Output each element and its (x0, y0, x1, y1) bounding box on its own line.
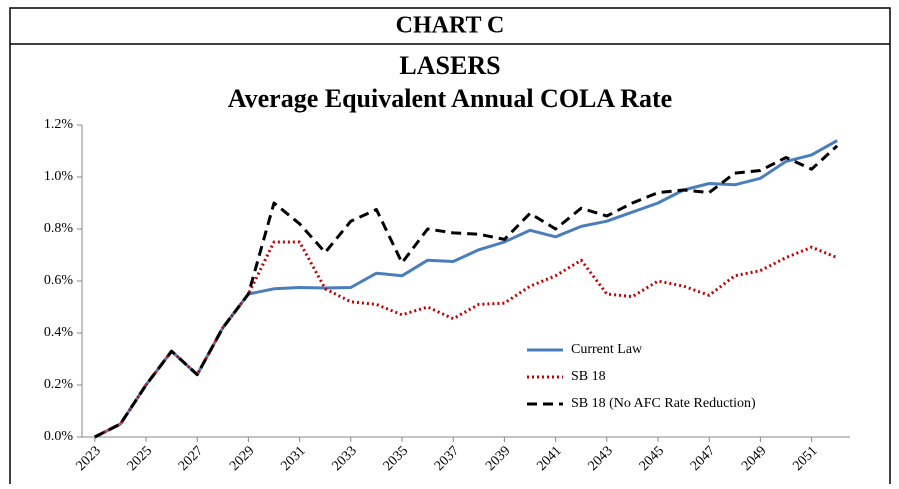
x-tick-label: 2039 (483, 443, 513, 473)
y-tick-label: 1.2% (44, 117, 74, 132)
x-tick-label: 2023 (73, 443, 103, 473)
x-tick-label: 2041 (534, 443, 564, 473)
y-tick-label: 0.4% (44, 325, 74, 340)
x-tick-label: 2033 (329, 443, 359, 473)
y-tick-label: 1.0% (44, 169, 74, 184)
x-tick-label: 2051 (790, 443, 820, 473)
y-tick-label: 0.0% (44, 429, 74, 444)
x-tick-label: 2043 (585, 443, 615, 473)
chart-subtitle: Average Equivalent Annual COLA Rate (228, 84, 672, 113)
legend-label: SB 18 (571, 369, 606, 384)
x-tick-label: 2035 (381, 443, 411, 473)
y-tick-label: 0.2% (44, 377, 74, 392)
series-line (94, 139, 838, 439)
legend-label: SB 18 (No AFC Rate Reduction) (571, 396, 756, 411)
legend-label: Current Law (571, 342, 643, 357)
header-title: CHART C (396, 13, 505, 39)
chart-title: LASERS (399, 51, 500, 80)
x-tick-label: 2025 (125, 443, 155, 473)
x-tick-label: 2027 (176, 443, 206, 473)
series-line (94, 144, 839, 439)
x-tick-label: 2047 (688, 443, 718, 473)
y-tick-label: 0.8% (44, 221, 74, 236)
x-tick-label: 2031 (278, 443, 308, 473)
x-tick-label: 2049 (739, 443, 769, 473)
x-tick-label: 2037 (432, 443, 462, 473)
x-tick-label: 2045 (637, 443, 667, 473)
x-tick-label: 2029 (227, 443, 257, 473)
y-tick-label: 0.6% (44, 273, 74, 288)
